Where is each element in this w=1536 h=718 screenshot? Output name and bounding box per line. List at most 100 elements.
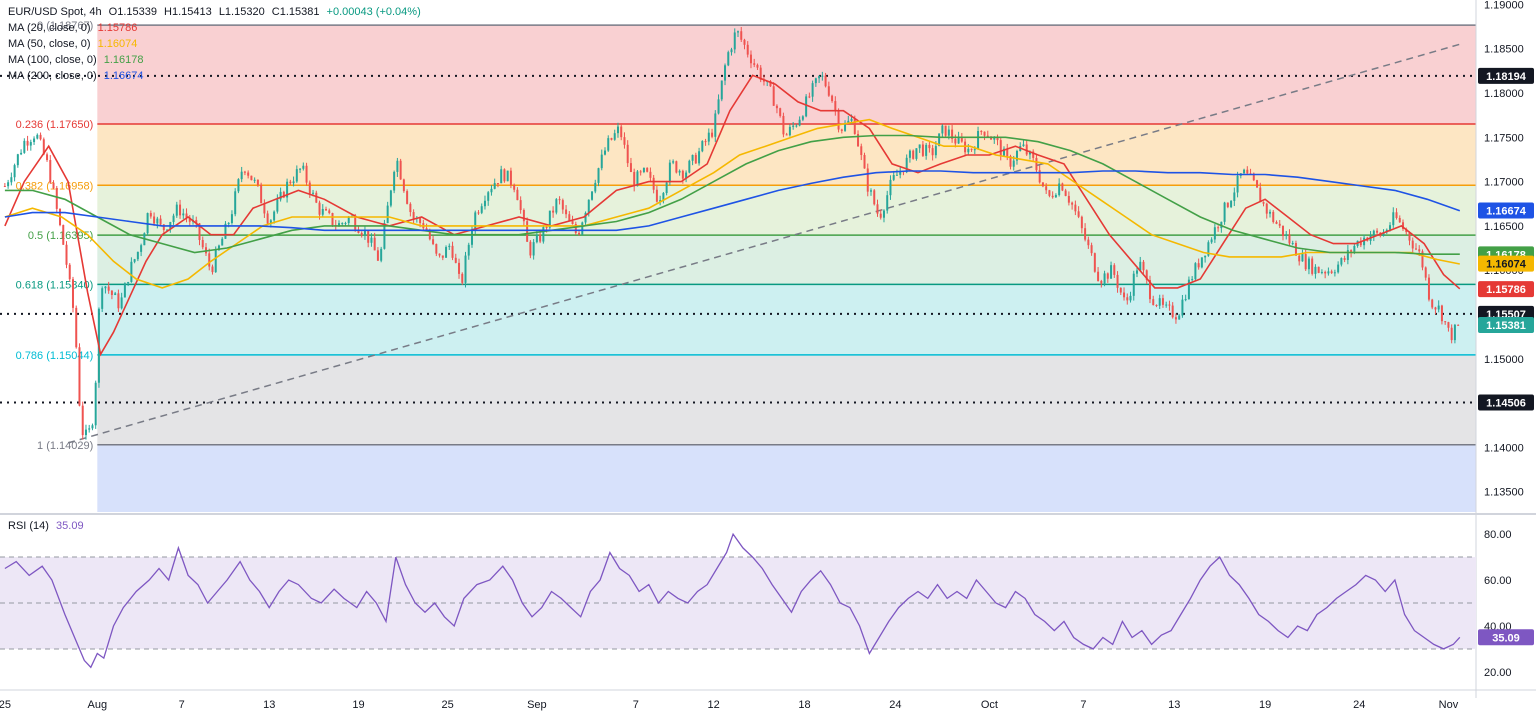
candle-body <box>1015 150 1018 161</box>
candle-body <box>260 184 263 204</box>
candle-body <box>876 204 879 214</box>
candle-body <box>1301 254 1304 262</box>
price-tick-label: 1.19000 <box>1484 0 1524 11</box>
candle-body <box>568 214 571 222</box>
candle-body <box>273 211 276 221</box>
candle-body <box>623 137 626 145</box>
candle-body <box>1171 305 1174 318</box>
candle-body <box>211 266 214 273</box>
candle-body <box>81 405 84 436</box>
candle-body <box>688 160 691 173</box>
candle-body <box>149 213 152 217</box>
candle-body <box>237 179 240 192</box>
price-tick-label: 1.15000 <box>1484 354 1524 366</box>
candle-body <box>328 210 331 213</box>
indicator-ma50[interactable]: MA (50, close, 0) 1.16074 <box>8 36 421 52</box>
candle-body <box>1223 202 1226 222</box>
candle-body <box>393 171 396 191</box>
candle-body <box>198 223 201 241</box>
rsi-line <box>4 532 1461 669</box>
candle-body <box>526 221 529 242</box>
candle-body <box>1262 202 1265 204</box>
price-tick-label: 1.16500 <box>1484 221 1524 233</box>
candle-body <box>62 225 65 245</box>
candle-body <box>951 129 954 139</box>
indicator-ma100[interactable]: MA (100, close, 0) 1.16178 <box>8 52 421 68</box>
candle-body <box>873 190 876 205</box>
fib-zone <box>97 25 1476 125</box>
candle-body <box>646 167 649 172</box>
candle-body <box>234 191 237 215</box>
candle-body <box>88 428 91 430</box>
candle-body <box>29 142 32 146</box>
candle-body <box>1340 258 1343 265</box>
candle-body <box>727 52 730 66</box>
candle-body <box>711 132 714 137</box>
candle-body <box>454 257 457 263</box>
candle-body <box>474 212 477 231</box>
candle-body <box>282 191 285 198</box>
ohlc-high: H1.15413 <box>164 6 212 18</box>
candle-body <box>879 213 882 218</box>
time-tick-label: Oct <box>981 699 998 711</box>
candle-body <box>535 234 538 243</box>
candle-body <box>1041 182 1044 187</box>
candle-body <box>1330 271 1333 273</box>
candle-body <box>1440 305 1443 322</box>
candle-body <box>694 154 697 164</box>
candle-body <box>649 171 652 178</box>
candle-body <box>591 191 594 200</box>
candle-body <box>522 210 525 222</box>
candle-body <box>1233 192 1236 201</box>
candle-body <box>1424 267 1427 278</box>
candle-body <box>853 118 856 135</box>
candle-body <box>1382 232 1385 236</box>
candle-body <box>140 245 143 252</box>
fib-level-label: 0.786 (1.15044) <box>16 350 94 362</box>
candle-body <box>620 126 623 138</box>
indicator-ma20[interactable]: MA (20, close, 0) 1.15786 <box>8 20 421 36</box>
candle-body <box>1187 279 1190 300</box>
candle-body <box>1045 186 1048 191</box>
candle-body <box>539 234 542 242</box>
candle-body <box>305 165 308 183</box>
candle-body <box>821 75 824 77</box>
candle-body <box>999 140 1002 156</box>
rsi-legend[interactable]: RSI (14) 35.09 <box>8 520 84 532</box>
indicator-ma200[interactable]: MA (200, close, 0) 1.16674 <box>8 68 421 84</box>
candle-body <box>769 80 772 87</box>
candle-body <box>412 212 415 219</box>
price-tag <box>1478 317 1534 334</box>
candle-body <box>253 179 256 181</box>
candle-body <box>1093 253 1096 272</box>
candle-body <box>529 241 532 256</box>
candle-body <box>850 118 853 121</box>
candle-body <box>552 210 555 213</box>
candle-body <box>792 125 795 127</box>
candle-body <box>286 181 289 198</box>
price-tag-label: 1.16674 <box>1486 205 1527 217</box>
candle-body <box>435 244 438 254</box>
candle-body <box>26 140 29 146</box>
candle-body <box>1139 261 1142 271</box>
price-tag-label: 1.15786 <box>1486 284 1526 296</box>
candle-body <box>1080 216 1083 229</box>
candle-body <box>49 160 52 183</box>
candle-body <box>1317 266 1320 273</box>
candle-body <box>1453 324 1456 341</box>
candle-body <box>565 209 568 215</box>
candle-body <box>10 177 13 183</box>
candle-body <box>1252 173 1255 181</box>
candle-body <box>123 283 126 298</box>
candle-body <box>701 141 704 152</box>
candle-body <box>1106 273 1109 279</box>
candle-body <box>1161 298 1164 305</box>
symbol-name[interactable]: EUR/USD Spot <box>8 6 84 18</box>
candle-body <box>704 141 707 143</box>
candle-body <box>1100 280 1103 284</box>
candle-body <box>607 138 610 151</box>
candle-body <box>1353 245 1356 253</box>
candle-body <box>678 170 681 173</box>
candle-body <box>250 175 253 181</box>
